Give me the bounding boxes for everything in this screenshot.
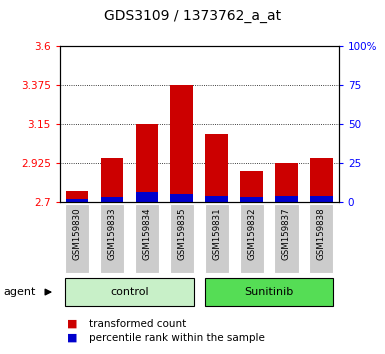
Text: GSM159837: GSM159837: [282, 207, 291, 260]
Bar: [100, 197, 123, 202]
Text: ■: ■: [67, 319, 78, 329]
Text: GSM159838: GSM159838: [317, 207, 326, 260]
Bar: [65, 204, 89, 273]
Bar: [310, 158, 333, 202]
Text: GSM159832: GSM159832: [247, 207, 256, 260]
Bar: [171, 194, 193, 202]
Bar: [309, 204, 333, 273]
Text: GSM159831: GSM159831: [212, 207, 221, 260]
Bar: [100, 204, 124, 273]
Bar: [66, 199, 89, 202]
Text: transformed count: transformed count: [89, 319, 186, 329]
Text: Sunitinib: Sunitinib: [244, 287, 294, 297]
Bar: [205, 134, 228, 202]
Bar: [65, 278, 194, 306]
Text: percentile rank within the sample: percentile rank within the sample: [89, 333, 264, 343]
Bar: [170, 204, 194, 273]
Bar: [275, 204, 298, 273]
Bar: [66, 192, 89, 202]
Bar: [205, 195, 228, 202]
Bar: [310, 196, 333, 202]
Text: GSM159833: GSM159833: [107, 207, 117, 260]
Bar: [239, 204, 264, 273]
Text: control: control: [110, 287, 149, 297]
Text: agent: agent: [4, 287, 36, 297]
Bar: [240, 171, 263, 202]
Bar: [136, 193, 158, 202]
Bar: [275, 163, 298, 202]
Text: GSM159834: GSM159834: [142, 207, 151, 260]
Bar: [100, 158, 123, 202]
Text: GSM159835: GSM159835: [177, 207, 186, 260]
Bar: [136, 124, 158, 202]
Text: GDS3109 / 1373762_a_at: GDS3109 / 1373762_a_at: [104, 9, 281, 23]
Bar: [171, 85, 193, 202]
Text: GSM159830: GSM159830: [73, 207, 82, 260]
Bar: [205, 204, 229, 273]
Bar: [275, 195, 298, 202]
Text: ■: ■: [67, 333, 78, 343]
Bar: [205, 278, 333, 306]
Bar: [240, 197, 263, 202]
Bar: [135, 204, 159, 273]
